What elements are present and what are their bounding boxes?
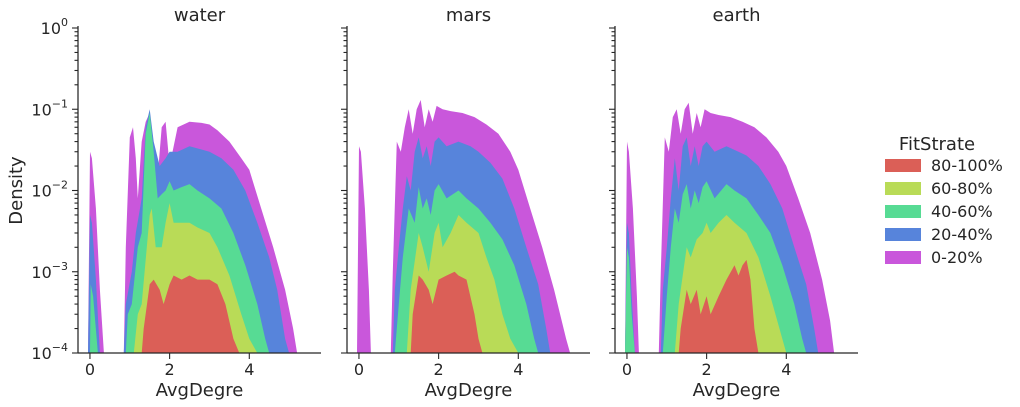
x-tick-label: 2 bbox=[702, 360, 712, 379]
legend-swatch bbox=[885, 159, 921, 172]
panel-title: water bbox=[174, 5, 226, 26]
panel-title: earth bbox=[713, 5, 761, 26]
x-tick-label: 0 bbox=[354, 360, 364, 379]
y-tick-label: 10−3 bbox=[31, 260, 68, 282]
panel-earth: 0 2 4 earth AvgDegre bbox=[609, 5, 858, 401]
x-tick-label: 4 bbox=[513, 360, 523, 379]
x-axis-label: AvgDegre bbox=[156, 380, 244, 401]
panel-mars: 0 2 4 mars AvgDegre bbox=[341, 5, 590, 401]
panel-title: mars bbox=[446, 5, 491, 26]
y-tick-label: 10−1 bbox=[31, 97, 68, 119]
area-water-80-100pct bbox=[141, 275, 240, 353]
x-tick-label: 4 bbox=[244, 360, 254, 379]
legend-label: 20-40% bbox=[931, 225, 993, 244]
x-tick-label: 0 bbox=[622, 360, 632, 379]
y-tick-label: 100 bbox=[41, 16, 68, 38]
x-tick-label: 2 bbox=[434, 360, 444, 379]
chart-panels: 0 2 4 water AvgDegre 10−4 10−3 10−2 10−1 100 0 2 4 ma… bbox=[31, 5, 858, 401]
legend-swatch bbox=[885, 182, 921, 195]
panel-water: 0 2 4 water AvgDegre 10−4 10−3 10−2 10−1 100 bbox=[31, 5, 321, 401]
legend: FitStrate 80-100% 60-80% 40-60% 20-40% 0-20% bbox=[885, 134, 1003, 267]
shared-axis-labels: Density bbox=[6, 156, 27, 225]
legend-label: 60-80% bbox=[931, 179, 993, 198]
legend-swatch bbox=[885, 228, 921, 241]
x-tick-label: 4 bbox=[781, 360, 791, 379]
legend-title: FitStrate bbox=[899, 134, 975, 155]
x-tick-label: 0 bbox=[85, 360, 95, 379]
legend-label: 0-20% bbox=[931, 248, 983, 267]
legend-label: 80-100% bbox=[931, 156, 1003, 175]
area-earth-80-100pct bbox=[678, 259, 759, 353]
legend-swatch bbox=[885, 205, 921, 218]
y-tick-label: 10−2 bbox=[31, 179, 68, 201]
legend-label: 40-60% bbox=[931, 202, 993, 221]
area-mars-80-100pct bbox=[410, 271, 483, 353]
y-tick-label: 10−4 bbox=[31, 341, 68, 363]
y-axis-label: Density bbox=[6, 156, 27, 225]
x-axis-label: AvgDegre bbox=[425, 380, 513, 401]
legend-swatch bbox=[885, 251, 921, 264]
x-axis-label: AvgDegre bbox=[693, 380, 781, 401]
x-tick-label: 2 bbox=[165, 360, 175, 379]
